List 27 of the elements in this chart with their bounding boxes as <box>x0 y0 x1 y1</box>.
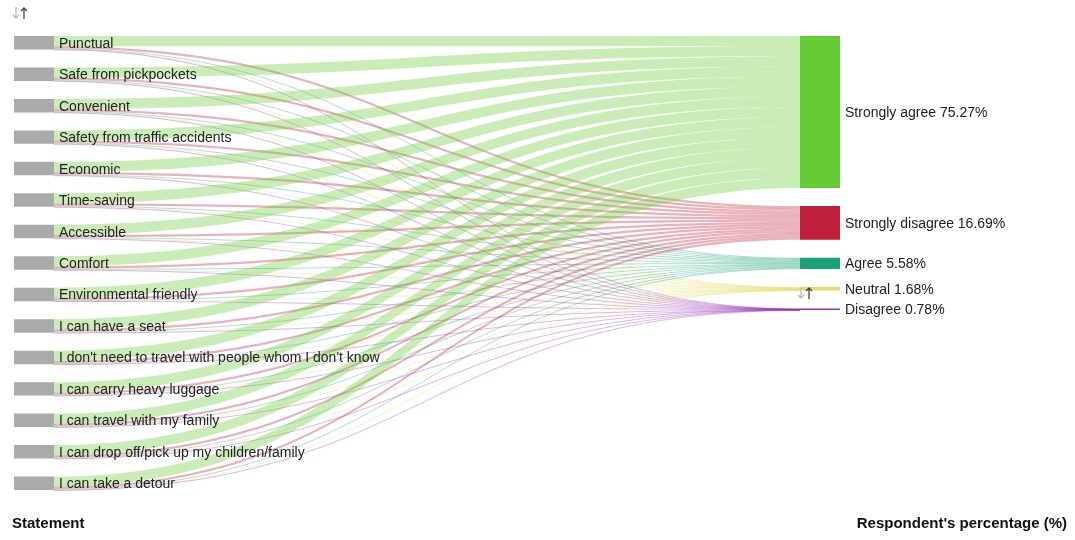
category-label: I can travel with my family <box>59 412 220 429</box>
category-label: I can drop off/pick up my children/family <box>59 443 305 460</box>
category-label: Safety from traffic accidents <box>59 129 232 146</box>
category-label: Time-saving <box>59 192 135 209</box>
data-label: 1.68% <box>894 280 934 297</box>
category-label: I can take a detour <box>59 475 175 492</box>
category-label: Economic <box>59 160 121 177</box>
category-label: Safe from pickpockets <box>59 66 197 83</box>
category-label: I don't need to travel with people whom I don't know <box>59 349 380 366</box>
category-label: Punctual <box>59 34 114 51</box>
category-label: I can carry heavy luggage <box>59 380 220 397</box>
text: Respondent's percentage (%) <box>856 514 1068 531</box>
category-label: Convenient <box>59 97 130 114</box>
text: Statement <box>12 514 85 531</box>
category-label: Neutral <box>845 280 891 297</box>
category-label: Disagree <box>845 301 902 318</box>
category-label: Strongly agree <box>845 104 937 121</box>
category-label: I can have a seat <box>59 317 166 334</box>
category-label: Accessible <box>59 223 126 240</box>
data-label: 16.69% <box>957 214 1006 231</box>
category-label: Strongly disagree <box>845 214 955 231</box>
data-label: 0.78% <box>904 301 945 318</box>
data-label: 5.58% <box>886 255 926 272</box>
category-label: Agree <box>845 255 883 272</box>
category-label: Environmental friendly <box>59 286 198 303</box>
category-label: Comfort <box>59 255 109 271</box>
data-label: 75.27% <box>939 104 988 121</box>
